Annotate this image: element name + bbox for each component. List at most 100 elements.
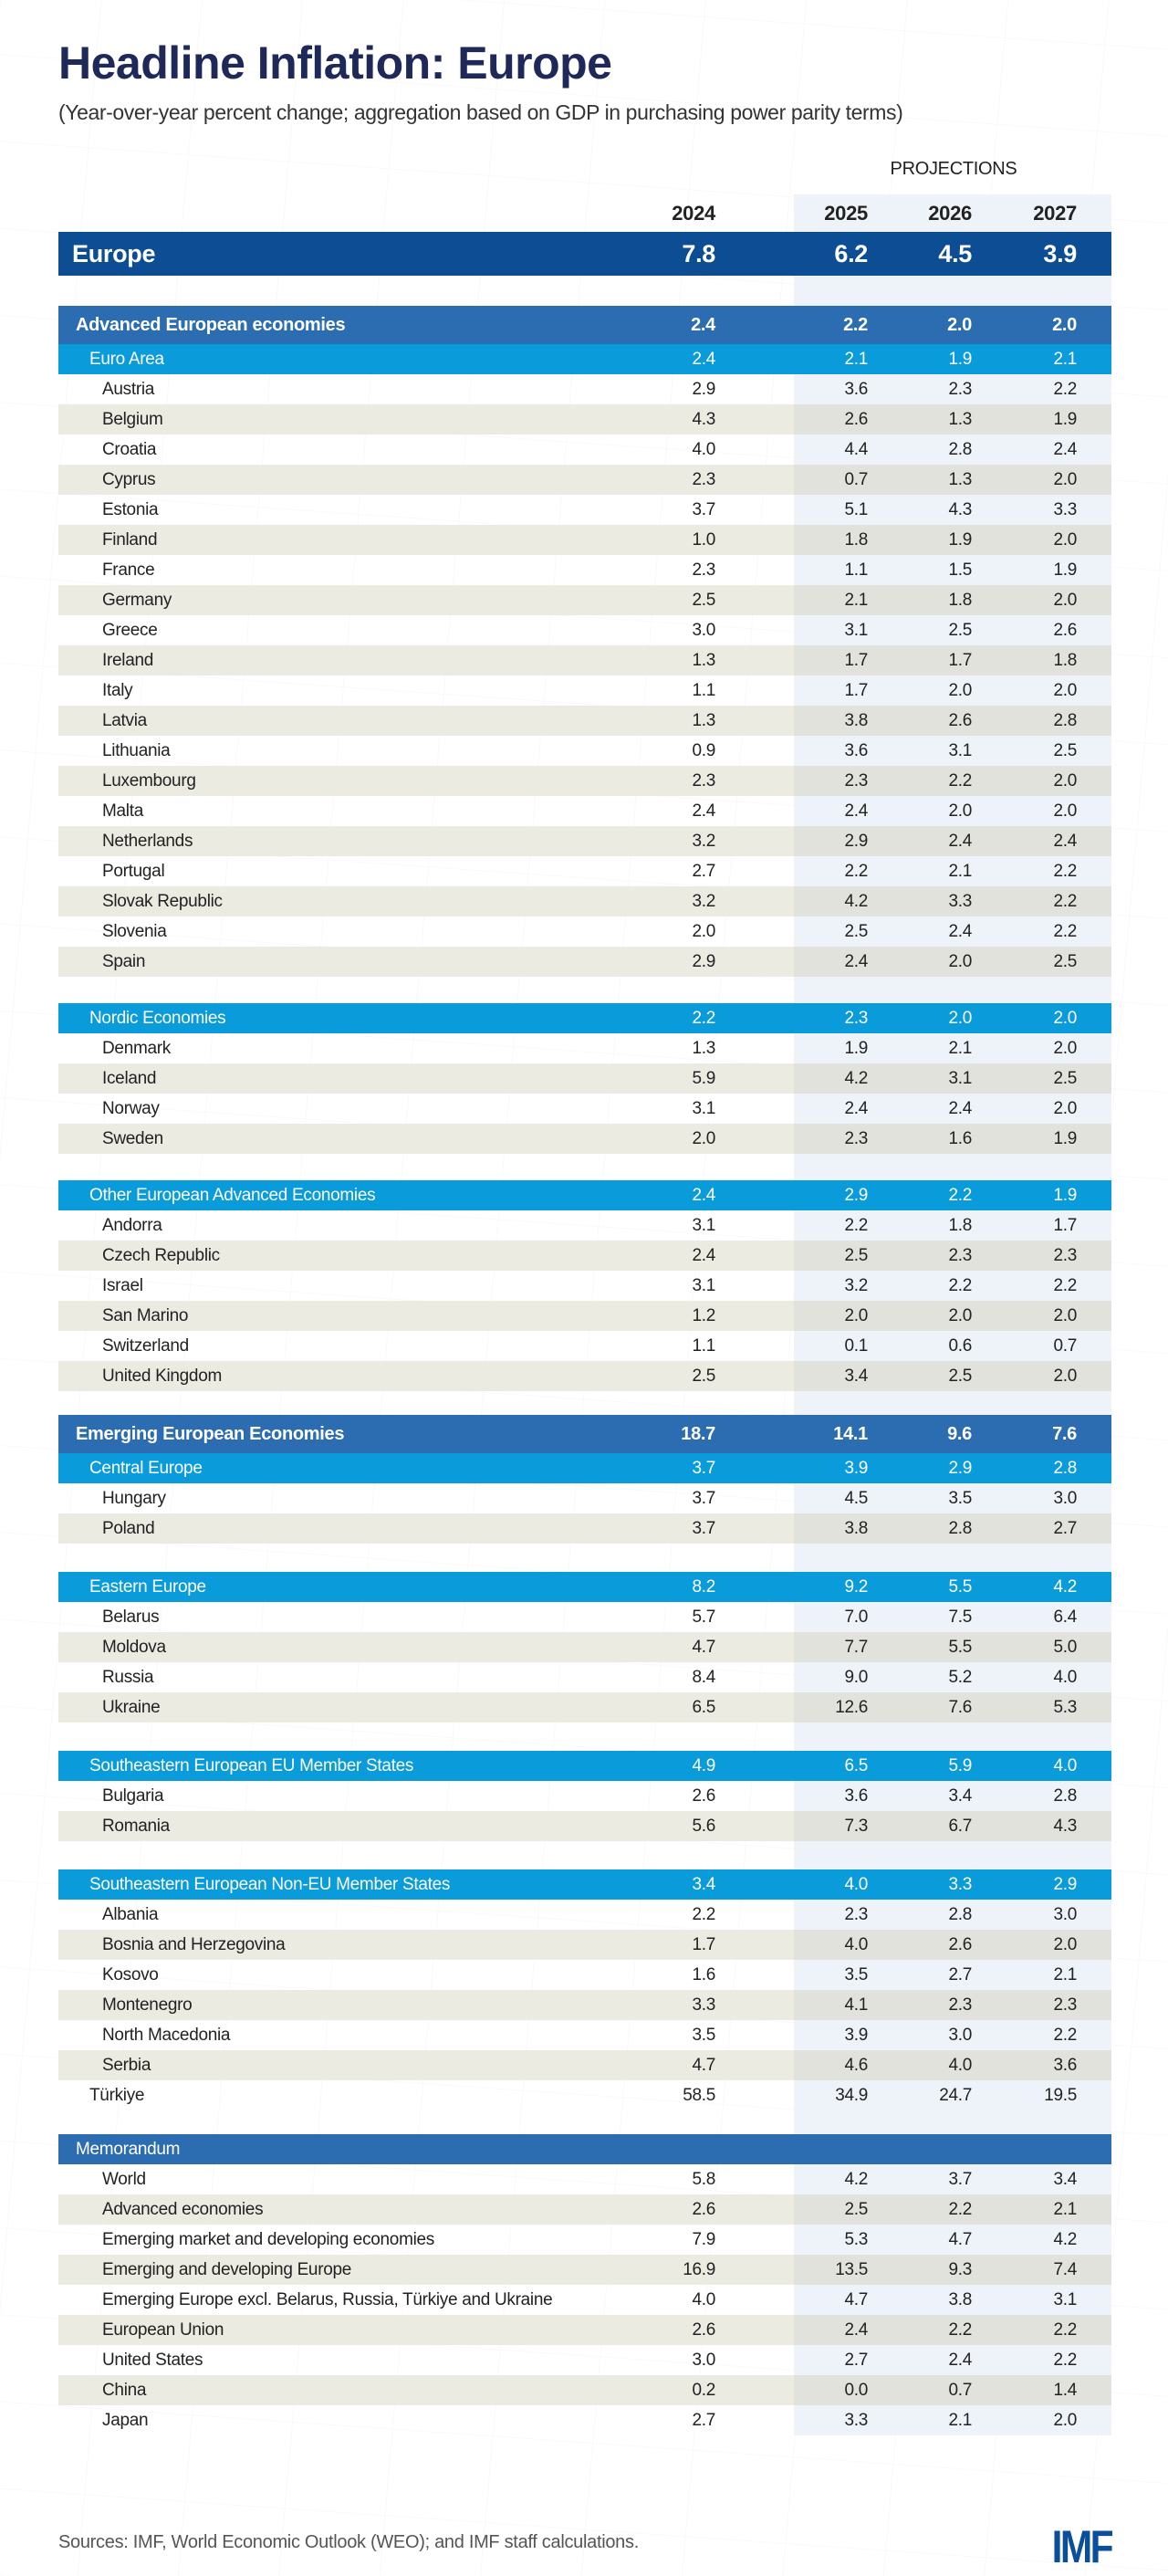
value-cell: 2.3 — [1053, 1995, 1077, 2015]
value-cell: 2.5 — [1053, 741, 1077, 760]
value-cell: 2.8 — [1053, 711, 1077, 730]
value-cell: 7.7 — [844, 1638, 868, 1657]
projection-band — [794, 1960, 1111, 1990]
value-cell: 3.3 — [948, 1875, 972, 1894]
value-cell: 5.5 — [948, 1638, 972, 1657]
value-cell: 2.6 — [1053, 621, 1077, 640]
page-subtitle: (Year-over-year percent change; aggregat… — [58, 100, 903, 124]
memo-item-row: Emerging and developing Europe 16.9 13.5 9.… — [58, 2255, 1111, 2285]
value-cell: 2.2 — [844, 1216, 868, 1235]
value-cell: 1.0 — [692, 530, 715, 550]
row-label: Poland — [102, 1519, 155, 1538]
value-cell: 2.0 — [1053, 1099, 1077, 1118]
value-cell: 3.0 — [1053, 1905, 1077, 1924]
country-row: Slovenia 2.0 2.5 2.4 2.2 — [58, 916, 1111, 947]
projection-band — [794, 1930, 1111, 1960]
year-header: 2026 — [928, 202, 972, 225]
value-cell: 5.2 — [948, 1668, 972, 1687]
value-cell: 2.8 — [948, 440, 972, 459]
row-label: North Macedonia — [102, 2026, 231, 2045]
subgroup-row: Euro Area 2.4 2.1 1.9 2.1 — [58, 344, 1111, 374]
country-row: Slovak Republic 3.2 4.2 3.3 2.2 — [58, 886, 1111, 916]
projection-band — [794, 766, 1111, 796]
country-row: Iceland 5.9 4.2 3.1 2.5 — [58, 1063, 1111, 1094]
value-cell: 2.4 — [1053, 440, 1077, 459]
value-cell: 0.7 — [948, 2381, 972, 2400]
value-cell: 2.0 — [948, 952, 972, 971]
country-row: Greece 3.0 3.1 2.5 2.6 — [58, 615, 1111, 645]
row-label: Emerging market and developing economies — [102, 2230, 434, 2249]
value-cell: 7.9 — [692, 2230, 715, 2249]
memo-item-row: United States 3.0 2.7 2.4 2.2 — [58, 2345, 1111, 2375]
country-row: Bosnia and Herzegovina 1.7 4.0 2.6 2.0 — [58, 1930, 1111, 1960]
value-cell: 2.2 — [1053, 2351, 1077, 2370]
row-label: Ukraine — [102, 1698, 161, 1717]
country-row: Poland 3.7 3.8 2.8 2.7 — [58, 1513, 1111, 1544]
value-cell: 2.4 — [948, 832, 972, 851]
value-cell: 2.2 — [948, 771, 972, 791]
country-row: Norway 3.1 2.4 2.4 2.0 — [58, 1094, 1111, 1124]
value-cell: 2.3 — [844, 1009, 868, 1028]
row-label: China — [102, 2381, 147, 2400]
value-cell: 4.2 — [844, 892, 868, 911]
group-row: Advanced European economies 2.4 2.2 2.0 2.0 — [58, 306, 1111, 344]
value-cell: 2.1 — [844, 350, 868, 369]
row-label: Emerging and developing Europe — [102, 2260, 352, 2279]
projection-band — [794, 1124, 1111, 1154]
value-cell: 2.3 — [948, 380, 972, 399]
country-row: Albania 2.2 2.3 2.8 3.0 — [58, 1900, 1111, 1930]
row-label: Finland — [102, 530, 158, 550]
value-cell: 4.9 — [692, 1756, 715, 1775]
subgroup-row: Nordic Economies 2.2 2.3 2.0 2.0 — [58, 1003, 1111, 1033]
projections-label: PROJECTIONS — [890, 159, 1017, 179]
row-label: Nordic Economies — [89, 1009, 226, 1028]
row-label: Europe — [72, 240, 156, 267]
value-cell: 7.0 — [844, 1607, 868, 1627]
projection-band — [794, 826, 1111, 856]
value-cell: 3.0 — [948, 2026, 972, 2045]
projection-band — [794, 1513, 1111, 1544]
projection-band — [794, 2225, 1111, 2255]
projection-band — [794, 675, 1111, 706]
row-label: Advanced European economies — [76, 315, 346, 335]
projection-band — [794, 2164, 1111, 2194]
projection-band — [794, 2375, 1111, 2405]
row-label: Albania — [102, 1905, 159, 1924]
spacer — [58, 1154, 1111, 1180]
projection-band — [794, 1301, 1111, 1331]
value-cell: 2.0 — [1053, 1367, 1077, 1386]
row-label: Japan — [102, 2411, 149, 2430]
value-cell: 2.2 — [1053, 2320, 1077, 2340]
value-cell: 19.5 — [1044, 2086, 1077, 2105]
value-cell: 2.2 — [948, 1186, 972, 1205]
value-cell: 3.5 — [692, 2026, 715, 2045]
value-cell: 2.2 — [1053, 892, 1077, 911]
value-cell: 4.0 — [1053, 1668, 1077, 1687]
value-cell: 4.0 — [844, 1935, 868, 1954]
value-cell: 4.0 — [692, 2290, 715, 2309]
value-cell: 2.5 — [692, 591, 715, 610]
value-cell: 2.4 — [692, 801, 715, 821]
country-row: Ukraine 6.5 12.6 7.6 5.3 — [58, 1692, 1111, 1723]
country-row: Belarus 5.7 7.0 7.5 6.4 — [58, 1602, 1111, 1632]
value-cell: 2.9 — [948, 1459, 972, 1478]
value-cell: 3.3 — [692, 1995, 715, 2015]
value-cell: 3.7 — [692, 1459, 715, 1478]
projection-band — [794, 1602, 1111, 1632]
value-cell: 2.0 — [1053, 1009, 1077, 1028]
value-cell: 2.5 — [1053, 952, 1077, 971]
value-cell: 3.6 — [844, 741, 868, 760]
row-label: Serbia — [102, 2056, 151, 2075]
value-cell: 2.6 — [948, 1935, 972, 1954]
value-cell: 2.0 — [947, 315, 972, 335]
value-cell: 7.4 — [1053, 2260, 1077, 2279]
projection-band — [794, 404, 1111, 435]
value-cell: 3.4 — [1053, 2170, 1077, 2189]
value-cell: 5.1 — [844, 500, 868, 519]
row-label: Israel — [102, 1276, 143, 1295]
value-cell: 2.9 — [692, 952, 715, 971]
value-cell: 2.4 — [844, 1099, 868, 1118]
value-cell: 2.8 — [948, 1905, 972, 1924]
row-label: Türkiye — [89, 2086, 145, 2105]
value-cell: 4.1 — [844, 1995, 868, 2015]
